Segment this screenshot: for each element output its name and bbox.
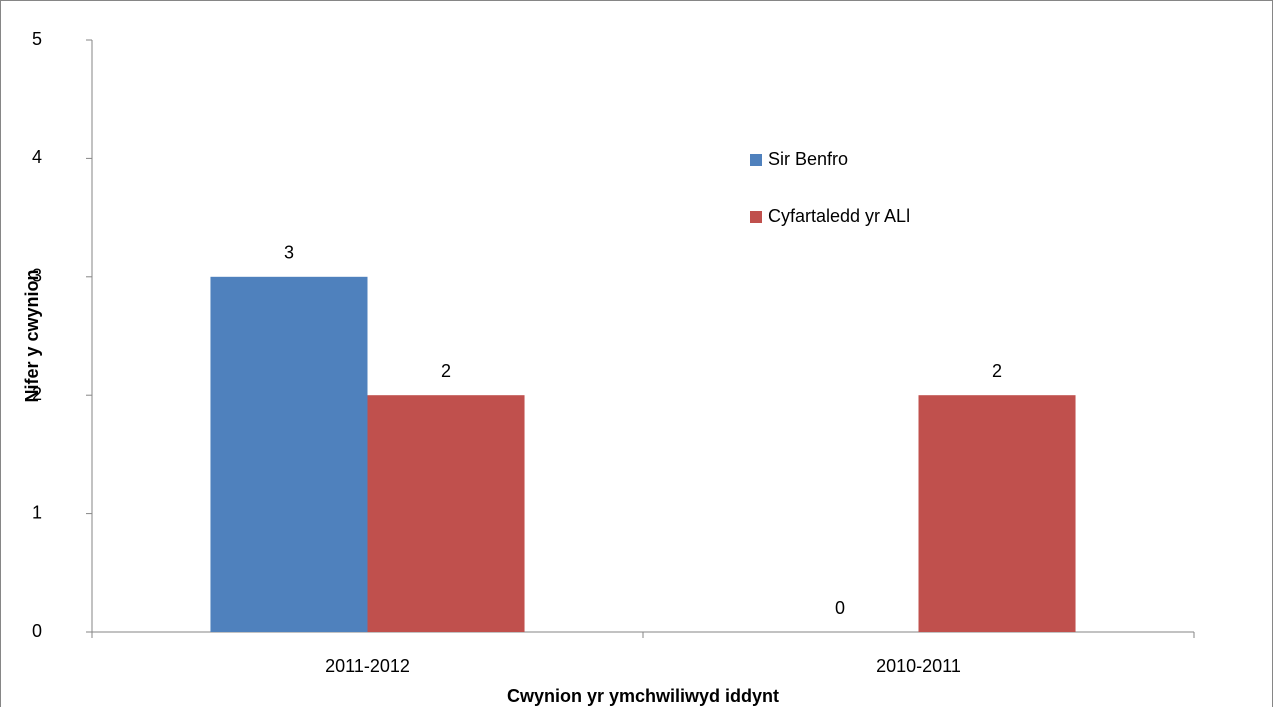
bar	[210, 276, 368, 632]
data-label: 3	[284, 243, 294, 263]
x-tick-label: 2011-2012	[325, 656, 410, 676]
x-tick-label: 2010-2011	[876, 656, 961, 676]
data-label: 2	[992, 361, 1002, 381]
legend-swatch	[750, 154, 762, 166]
x-axis-title: Cwynion yr ymchwiliwyd iddynt	[507, 686, 779, 706]
data-label: 2	[441, 361, 451, 381]
y-tick-label: 2	[32, 384, 42, 404]
bar	[367, 395, 525, 632]
y-tick-label: 0	[32, 621, 42, 641]
data-label: 0	[835, 598, 845, 618]
legend-swatch	[750, 211, 762, 223]
legend-label: Cyfartaledd yr ALl	[768, 206, 910, 226]
bar	[918, 395, 1076, 632]
y-tick-label: 5	[32, 29, 42, 49]
y-tick-label: 1	[32, 502, 42, 522]
legend-label: Sir Benfro	[768, 149, 848, 169]
y-tick-label: 3	[32, 266, 42, 286]
y-tick-label: 4	[32, 147, 42, 167]
y-axis-title: Nifer y cwynion	[22, 269, 42, 402]
